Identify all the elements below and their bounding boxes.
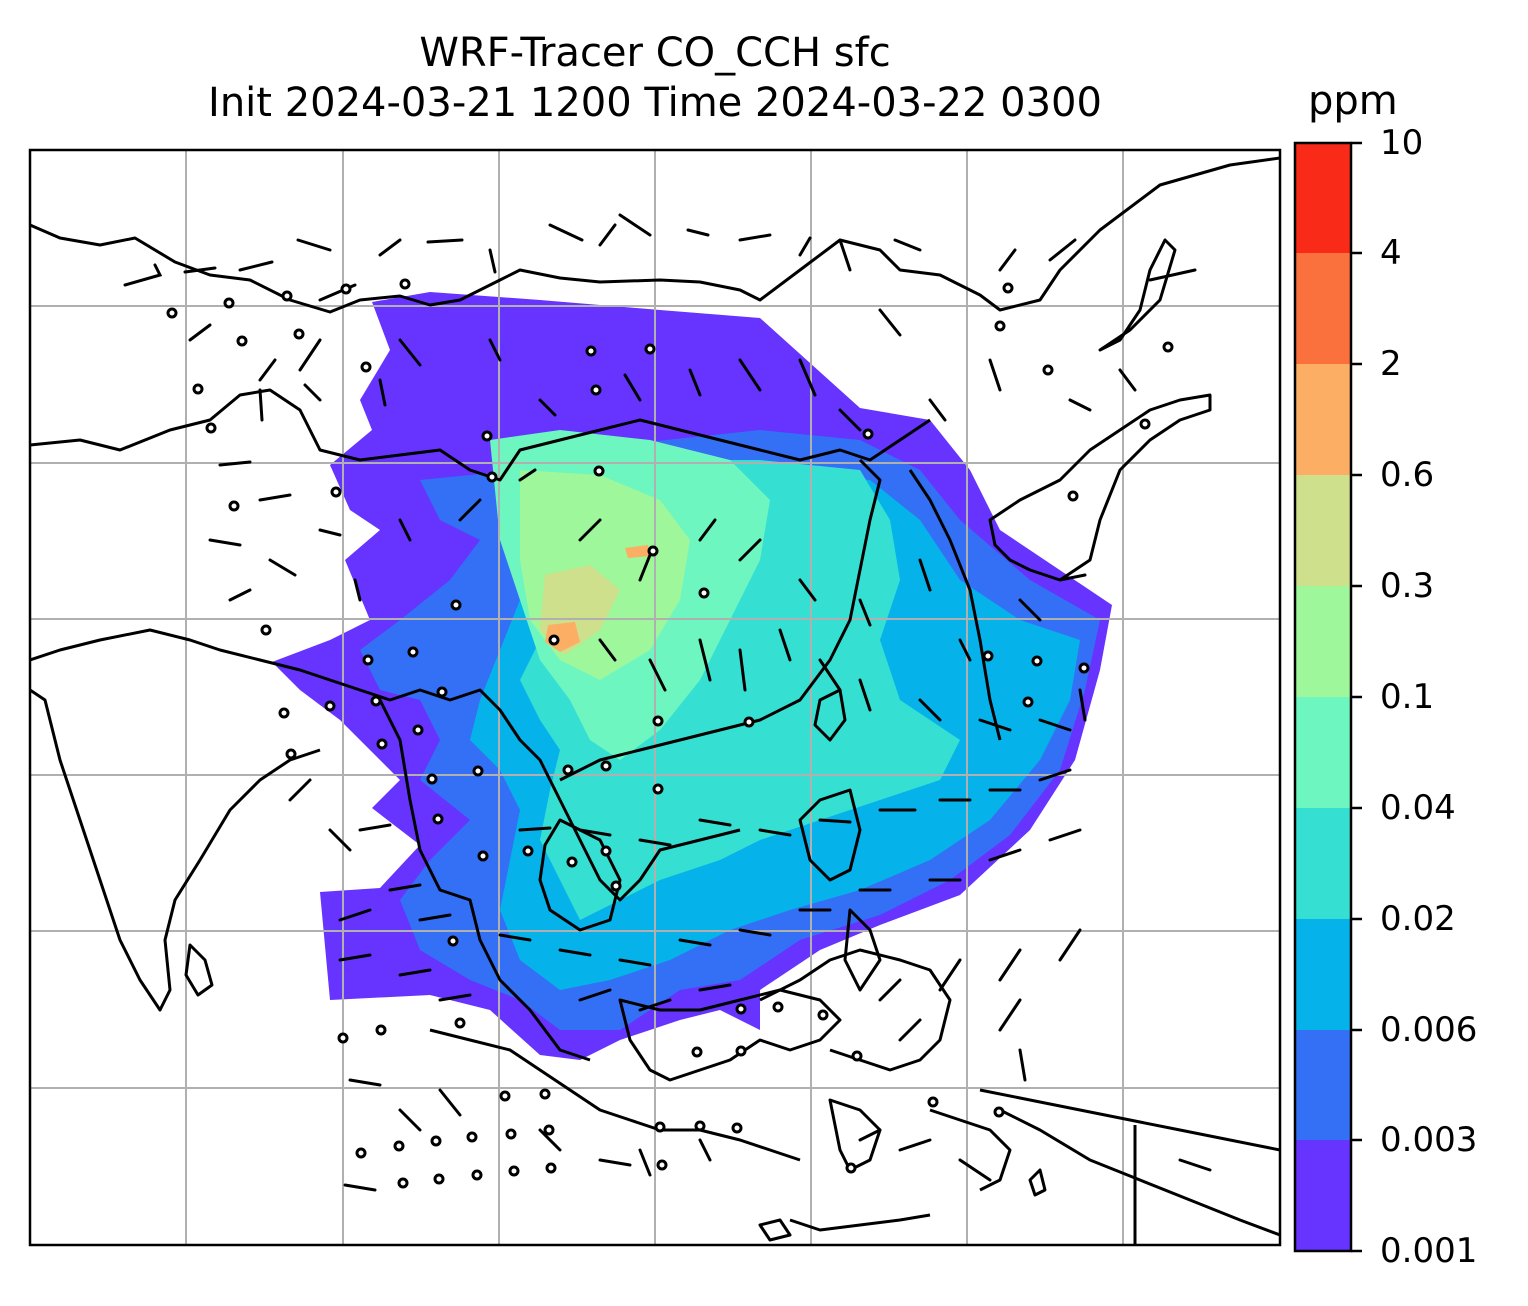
colorbar-bin-2: [1295, 919, 1351, 1030]
colorbar-unit-label: ppm: [1308, 78, 1398, 124]
colorbar-bin-3: [1295, 808, 1351, 919]
concentration-field: [272, 292, 1112, 1060]
colorbar-bin-7: [1295, 364, 1351, 475]
map-title-line2: Init 2024-03-21 1200 Time 2024-03-22 030…: [208, 80, 1102, 126]
colorbar-tick-label: 0.02: [1380, 899, 1456, 939]
colorbar-tick-label: 0.3: [1380, 566, 1435, 606]
colorbar-bin-5: [1295, 586, 1351, 697]
wind-barbs: [123, 213, 1212, 1192]
colorbar-tick-label: 10: [1380, 123, 1424, 163]
colorbar-tick-label: 2: [1380, 344, 1402, 384]
colorbar-ticks: [1351, 141, 1362, 1253]
colorbar-tick-label: 0.003: [1380, 1120, 1478, 1160]
gridlines: [30, 150, 1280, 1245]
colorbar-tick-label: 4: [1380, 233, 1402, 273]
colorbar-tick-label: 0.001: [1380, 1231, 1478, 1271]
map-frame: [28, 148, 1282, 1247]
colorbar-tick-label: 0.1: [1380, 677, 1435, 717]
map-panel: [30, 150, 1280, 1245]
colorbar: [1293, 141, 1362, 1253]
calm-wind-markers: [166, 278, 1174, 1189]
conc-band-0.6: [545, 545, 650, 652]
colorbar-bin-9: [1295, 143, 1351, 253]
colorbar-bin-8: [1295, 253, 1351, 364]
colorbar-bin-1: [1295, 1030, 1351, 1140]
colorbar-bin-6: [1295, 475, 1351, 586]
colorbar-bin-4: [1295, 697, 1351, 808]
colorbar-tick-label: 0.04: [1380, 788, 1456, 828]
map-title-line1: WRF-Tracer CO_CCH sfc: [419, 30, 891, 76]
colorbar-tick-label: 0.006: [1380, 1010, 1478, 1050]
colorbar-bin-0: [1295, 1140, 1351, 1251]
colorbar-tick-label: 0.6: [1380, 455, 1435, 495]
